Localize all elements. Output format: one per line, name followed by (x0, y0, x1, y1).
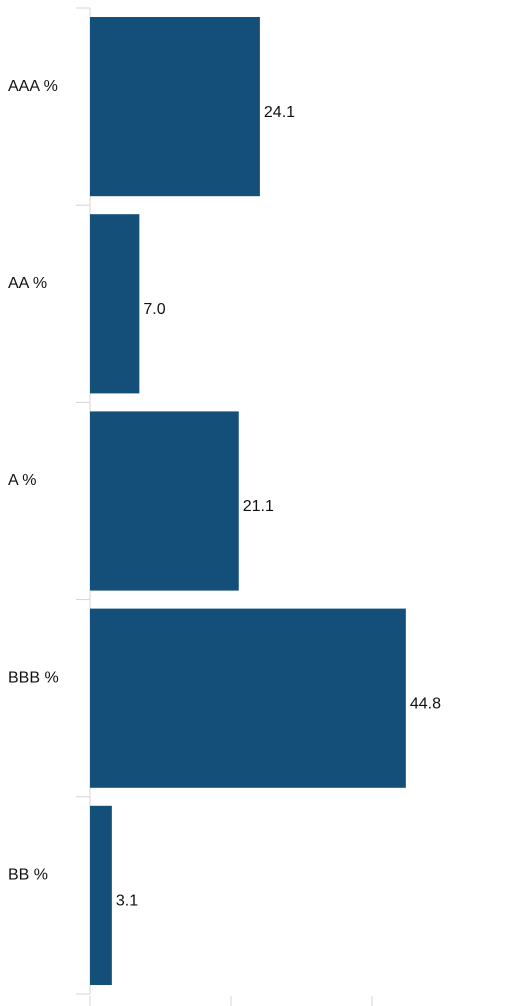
category-label: BB % (8, 867, 48, 884)
data-label: 44.8 (410, 695, 441, 712)
data-label: 7.0 (143, 301, 165, 318)
bar-layer (90, 17, 406, 985)
data-label: 3.1 (116, 893, 138, 910)
category-label: A % (8, 472, 36, 489)
bar (90, 17, 260, 197)
bar (90, 805, 112, 985)
bar (90, 411, 239, 591)
data-label: 24.1 (264, 104, 295, 121)
category-label: AAA % (8, 78, 58, 95)
label-layer: AAA % 24.1 AA % 7.0 A % 21.1 BBB % 44.8 BB % 3.1 (8, 78, 441, 910)
bar (90, 214, 140, 394)
category-label: BBB % (8, 669, 59, 686)
data-label: 21.1 (243, 498, 274, 515)
bar (90, 608, 406, 788)
category-label: AA % (8, 275, 47, 292)
